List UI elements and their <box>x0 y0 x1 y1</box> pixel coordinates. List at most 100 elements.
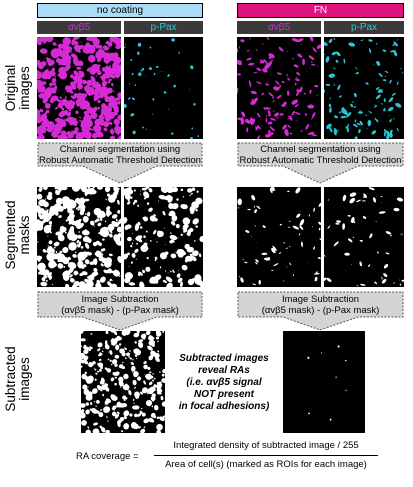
image-blob <box>153 229 157 235</box>
image-blob <box>104 187 111 193</box>
image-blob <box>123 399 126 402</box>
image-blob <box>108 195 116 203</box>
image-blob <box>295 187 301 194</box>
image-blob <box>137 413 142 417</box>
image-blob <box>91 190 97 195</box>
image-blob <box>86 211 91 217</box>
image-blob <box>96 279 101 284</box>
image-blob <box>61 258 65 262</box>
image-blob <box>95 243 97 244</box>
image-blob <box>316 94 318 96</box>
image-blob <box>47 235 49 237</box>
image-blob <box>169 235 178 241</box>
channel-header-ppax-right: p-Pax <box>324 21 404 34</box>
image-blob <box>312 226 313 228</box>
image-blob <box>45 208 47 210</box>
image-blob <box>160 187 169 193</box>
image-blob <box>162 210 166 216</box>
image-blob <box>143 361 147 364</box>
image-blob <box>76 239 80 244</box>
image-blob <box>69 277 75 283</box>
image-blob <box>272 53 274 56</box>
image-blob <box>329 107 332 113</box>
image-blob <box>327 225 331 229</box>
image-blob <box>100 248 106 252</box>
image-blob <box>54 187 58 190</box>
image-blob <box>58 124 60 126</box>
image-blob <box>115 344 120 351</box>
image-blob <box>337 84 341 91</box>
image-blob <box>114 127 116 130</box>
image-blob <box>106 416 108 418</box>
image-blob <box>139 410 143 414</box>
image-blob <box>347 214 351 217</box>
image-blob <box>38 188 43 192</box>
image-blob <box>335 59 339 63</box>
image-blob <box>109 359 112 362</box>
image-blob <box>383 79 387 82</box>
image-blob <box>291 110 296 116</box>
image-blob <box>117 256 121 263</box>
image-blob <box>84 194 87 197</box>
image-blob <box>373 63 374 66</box>
image-blob <box>54 132 58 136</box>
image-blob <box>354 136 358 139</box>
image-blob <box>81 345 82 348</box>
image-blob <box>93 64 97 69</box>
image-blob <box>343 58 346 64</box>
image-blob <box>53 246 56 249</box>
image-blob <box>120 402 128 408</box>
image-blob <box>246 57 252 61</box>
image-blob <box>80 123 83 128</box>
image-blob <box>324 254 326 257</box>
image-blob <box>366 127 368 130</box>
image-blob <box>161 378 165 383</box>
image-blob <box>365 114 368 116</box>
image-blob <box>64 231 67 234</box>
image-blob <box>240 39 245 43</box>
image-blob <box>189 227 194 232</box>
image-blob <box>156 391 162 395</box>
image-blob <box>132 371 134 373</box>
image-blob <box>81 409 85 414</box>
image-blob <box>117 92 121 100</box>
image-blob <box>187 278 195 286</box>
image-blob <box>54 123 63 132</box>
image-blob <box>94 378 97 381</box>
image-blob <box>317 257 321 260</box>
image-blob <box>347 238 353 243</box>
image-blob <box>193 240 196 242</box>
image-blob <box>96 187 103 190</box>
image-blob <box>161 373 165 377</box>
row-label-original: Original images <box>3 64 32 112</box>
image-blob <box>64 118 67 122</box>
image-blob <box>308 412 310 415</box>
image-blob <box>267 121 273 125</box>
image-blob <box>175 252 177 254</box>
image-blob <box>265 117 268 123</box>
image-blob <box>131 252 136 258</box>
image-blob <box>69 91 74 94</box>
image-blob <box>89 220 95 226</box>
image-blob <box>91 132 98 139</box>
image-blob <box>114 414 120 419</box>
image-blob <box>148 335 154 341</box>
image-blob <box>92 187 95 189</box>
image-blob <box>159 371 161 373</box>
image-blob <box>388 114 390 116</box>
image-blob <box>163 251 169 256</box>
image-blob <box>84 375 89 382</box>
image-blob <box>73 70 79 77</box>
image-blob <box>109 283 116 287</box>
segmented-mask-ppax-no-coating <box>124 187 203 287</box>
image-blob <box>138 72 142 76</box>
image-blob <box>83 237 91 243</box>
image-blob <box>285 247 289 249</box>
image-blob <box>156 430 162 433</box>
image-blob <box>120 365 126 370</box>
image-blob <box>299 86 303 93</box>
image-blob <box>154 256 158 260</box>
image-blob <box>49 82 54 87</box>
image-blob <box>70 37 72 39</box>
image-blob <box>129 350 131 352</box>
